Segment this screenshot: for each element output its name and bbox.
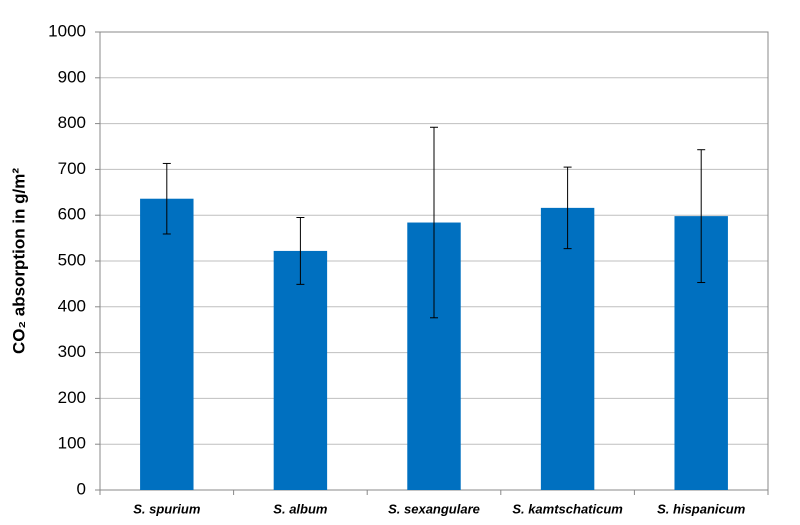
y-axis-title: CO₂ absorption in g/m² bbox=[9, 168, 28, 354]
y-tick-label: 600 bbox=[58, 205, 86, 224]
y-tick-label: 1000 bbox=[48, 21, 86, 40]
y-tick-label: 500 bbox=[58, 250, 86, 269]
x-tick-label: S. hispanicum bbox=[657, 501, 746, 516]
x-tick-label: S. spurium bbox=[133, 501, 201, 516]
y-tick-label: 0 bbox=[77, 479, 86, 498]
y-tick-label: 900 bbox=[58, 67, 86, 86]
x-tick-label: S. kamtschaticum bbox=[512, 501, 623, 516]
bar bbox=[273, 250, 328, 490]
y-tick-label: 400 bbox=[58, 296, 86, 315]
x-tick-label: S. album bbox=[273, 501, 328, 516]
y-tick-label: 700 bbox=[58, 159, 86, 178]
y-tick-label: 300 bbox=[58, 342, 86, 361]
bar bbox=[140, 198, 194, 490]
bar bbox=[540, 207, 595, 490]
y-tick-label: 100 bbox=[58, 434, 86, 453]
y-tick-label: 200 bbox=[58, 388, 86, 407]
x-tick-label: S. sexangulare bbox=[388, 501, 480, 516]
y-tick-label: 800 bbox=[58, 113, 86, 132]
